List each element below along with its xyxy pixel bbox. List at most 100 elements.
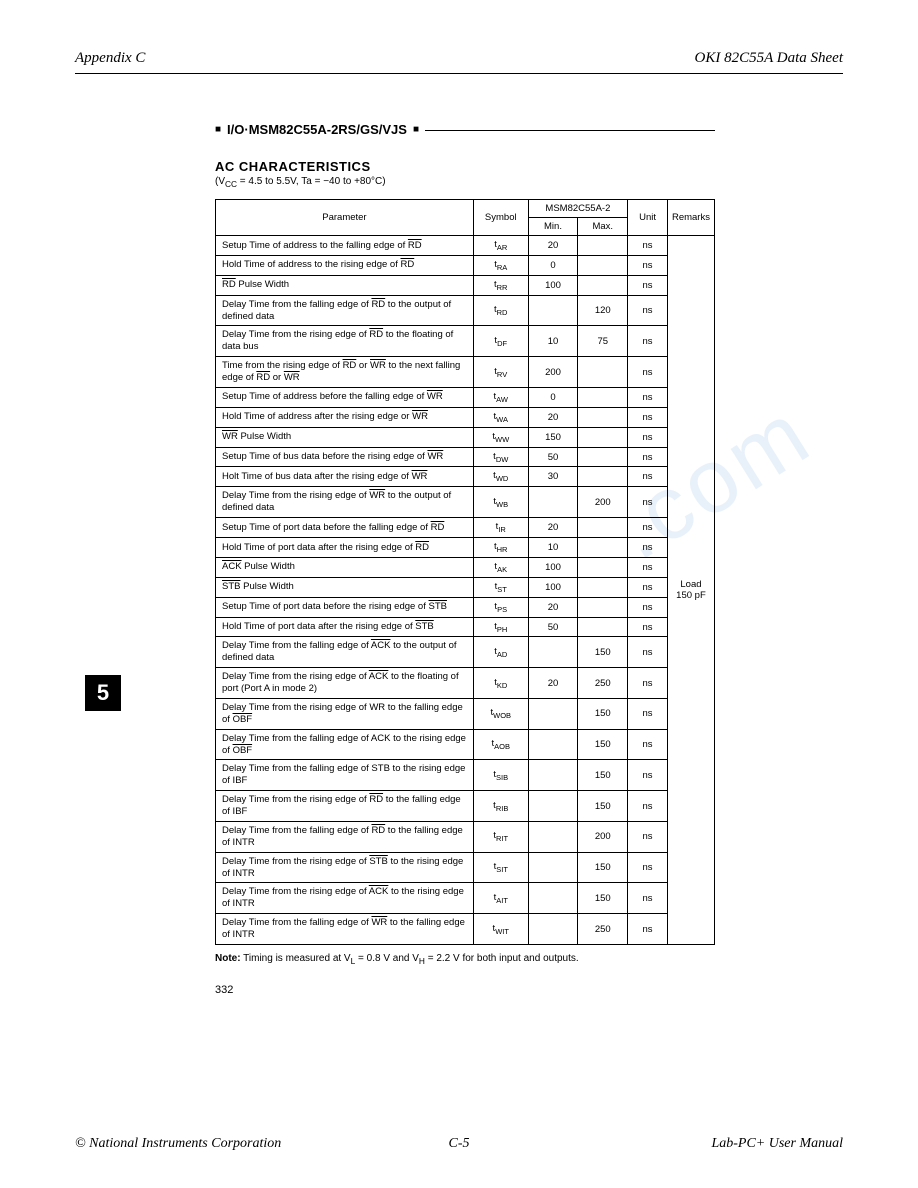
- cell-parameter: Hold Time of port data after the rising …: [216, 538, 474, 558]
- table-row: Setup Time of bus data before the rising…: [216, 447, 715, 467]
- table-row: Hold Time of port data after the rising …: [216, 538, 715, 558]
- cell-min: 0: [528, 387, 578, 407]
- table-body: Setup Time of address to the falling edg…: [216, 236, 715, 945]
- page-footer: © National Instruments Corporation C-5 L…: [75, 1136, 843, 1152]
- cell-min: 20: [528, 518, 578, 538]
- col-remarks: Remarks: [667, 200, 714, 236]
- cell-max: [578, 557, 628, 577]
- cell-min: 50: [528, 617, 578, 637]
- cell-max: 250: [578, 668, 628, 699]
- cell-max: [578, 617, 628, 637]
- cell-unit: ns: [628, 617, 668, 637]
- cell-max: [578, 236, 628, 256]
- cell-parameter: Holt Time of bus data after the rising e…: [216, 467, 474, 487]
- table-row: Holt Time of bus data after the rising e…: [216, 467, 715, 487]
- cell-unit: ns: [628, 295, 668, 326]
- cell-parameter: Setup Time of address to the falling edg…: [216, 236, 474, 256]
- table-row: RD Pulse WidthtRR100ns: [216, 275, 715, 295]
- side-tab-number: 5: [97, 680, 109, 706]
- cell-symbol: tAK: [473, 557, 528, 577]
- table-row: Delay Time from the rising edge of RD to…: [216, 791, 715, 822]
- cell-symbol: tIR: [473, 518, 528, 538]
- cell-parameter: Delay Time from the rising edge of WR to…: [216, 698, 474, 729]
- cell-unit: ns: [628, 387, 668, 407]
- cell-min: [528, 637, 578, 668]
- cell-parameter: Delay Time from the rising edge of RD to…: [216, 791, 474, 822]
- cell-min: 30: [528, 467, 578, 487]
- cell-unit: ns: [628, 852, 668, 883]
- cell-unit: ns: [628, 557, 668, 577]
- cell-max: [578, 597, 628, 617]
- note-text: Timing is measured at VL = 0.8 V and VH …: [241, 953, 579, 964]
- table-row: Delay Time from the rising edge of ACK t…: [216, 668, 715, 699]
- cell-max: 150: [578, 791, 628, 822]
- cell-parameter: Delay Time from the falling edge of WR t…: [216, 914, 474, 945]
- cell-unit: ns: [628, 427, 668, 447]
- cell-unit: ns: [628, 577, 668, 597]
- col-device: MSM82C55A-2: [528, 200, 628, 218]
- cell-unit: ns: [628, 698, 668, 729]
- note: Note: Timing is measured at VL = 0.8 V a…: [215, 953, 715, 966]
- cell-symbol: tPH: [473, 617, 528, 637]
- cell-min: 100: [528, 275, 578, 295]
- cell-max: [578, 275, 628, 295]
- section-tag: ■ I/O·MSM82C55A-2RS/GS/VJS ■: [215, 122, 715, 137]
- cell-min: [528, 698, 578, 729]
- table-row: Delay Time from the rising edge of WR to…: [216, 698, 715, 729]
- cell-min: 200: [528, 357, 578, 388]
- cell-parameter: Delay Time from the falling edge of STB …: [216, 760, 474, 791]
- cell-max: [578, 467, 628, 487]
- cell-min: 20: [528, 407, 578, 427]
- footer-center: C-5: [75, 1136, 843, 1152]
- cell-symbol: tRV: [473, 357, 528, 388]
- cell-max: [578, 518, 628, 538]
- header-right: OKI 82C55A Data Sheet: [695, 50, 843, 67]
- table-row: Delay Time from the falling edge of RD t…: [216, 295, 715, 326]
- side-tab: 5: [85, 675, 121, 711]
- table-row: WR Pulse WidthtWW150ns: [216, 427, 715, 447]
- col-symbol: Symbol: [473, 200, 528, 236]
- cell-parameter: Delay Time from the falling edge of ACK …: [216, 637, 474, 668]
- cell-parameter: Time from the rising edge of RD or WR to…: [216, 357, 474, 388]
- cell-min: [528, 852, 578, 883]
- cell-unit: ns: [628, 275, 668, 295]
- cell-unit: ns: [628, 597, 668, 617]
- cell-max: 150: [578, 698, 628, 729]
- cell-symbol: tDF: [473, 326, 528, 357]
- cell-symbol: tWD: [473, 467, 528, 487]
- cell-remarks: Load150 pF: [667, 236, 714, 945]
- table-row: Hold Time of address after the rising ed…: [216, 407, 715, 427]
- page-header: Appendix C OKI 82C55A Data Sheet: [75, 50, 843, 67]
- cell-max: 150: [578, 729, 628, 760]
- cell-unit: ns: [628, 236, 668, 256]
- table-row: STB Pulse WidthtST100ns: [216, 577, 715, 597]
- cell-min: [528, 821, 578, 852]
- cell-unit: ns: [628, 467, 668, 487]
- bullet-icon: ■: [215, 124, 221, 135]
- cell-parameter: Delay Time from the falling edge of ACK …: [216, 729, 474, 760]
- cell-unit: ns: [628, 357, 668, 388]
- cell-symbol: tAR: [473, 236, 528, 256]
- table-row: Hold Time of address to the rising edge …: [216, 255, 715, 275]
- note-label: Note:: [215, 953, 241, 964]
- cell-unit: ns: [628, 914, 668, 945]
- cell-symbol: tSIT: [473, 852, 528, 883]
- cell-max: 120: [578, 295, 628, 326]
- cell-min: 20: [528, 668, 578, 699]
- cell-max: [578, 255, 628, 275]
- ac-characteristics-table: Parameter Symbol MSM82C55A-2 Unit Remark…: [215, 199, 715, 945]
- cell-unit: ns: [628, 883, 668, 914]
- cell-parameter: WR Pulse Width: [216, 427, 474, 447]
- cell-symbol: tRIT: [473, 821, 528, 852]
- cell-parameter: Setup Time of port data before the risin…: [216, 597, 474, 617]
- cell-symbol: tWA: [473, 407, 528, 427]
- cell-max: [578, 387, 628, 407]
- ac-characteristics-title: AC CHARACTERISTICS: [215, 159, 715, 174]
- cell-max: [578, 357, 628, 388]
- cell-min: [528, 729, 578, 760]
- cell-parameter: RD Pulse Width: [216, 275, 474, 295]
- cell-symbol: tPS: [473, 597, 528, 617]
- cell-max: 75: [578, 326, 628, 357]
- cell-max: 150: [578, 883, 628, 914]
- cell-symbol: tAIT: [473, 883, 528, 914]
